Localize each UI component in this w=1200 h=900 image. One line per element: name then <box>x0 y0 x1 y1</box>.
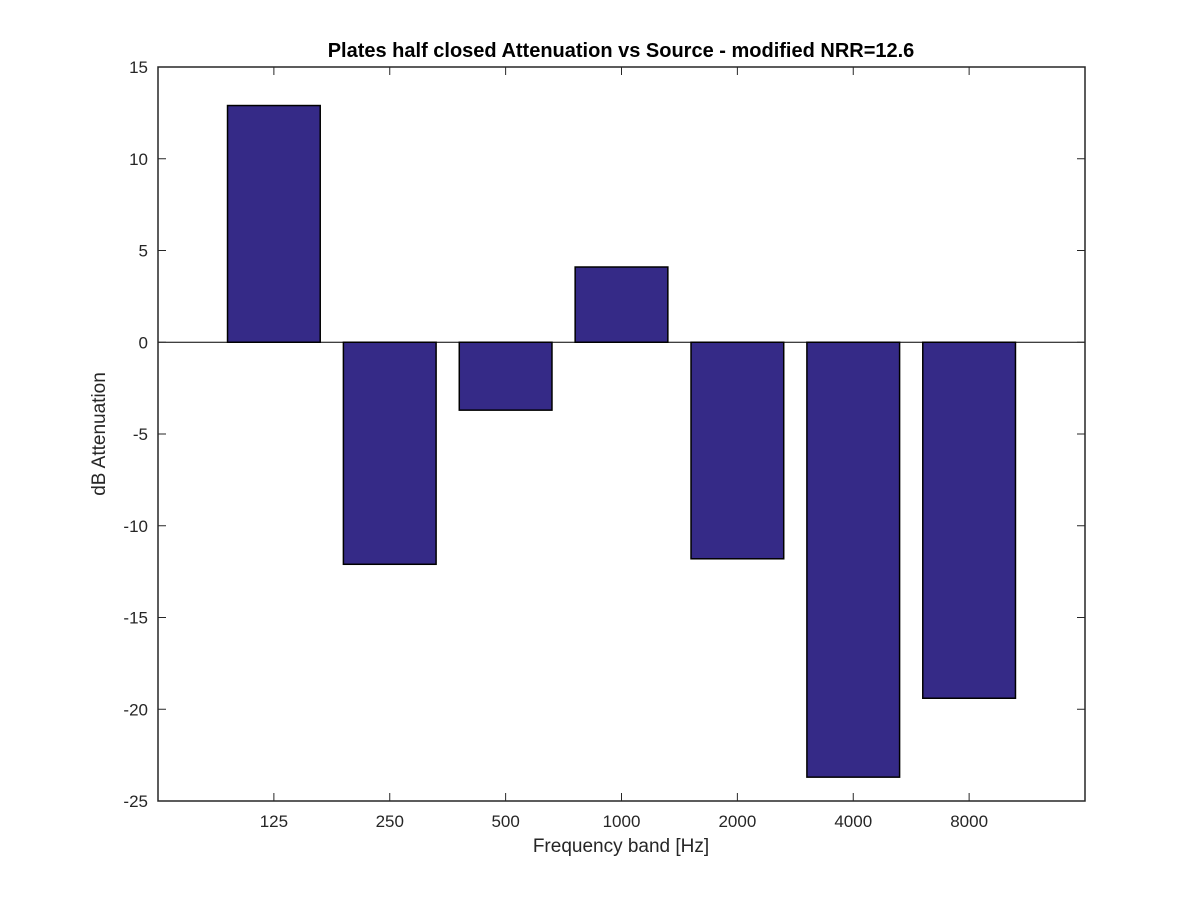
x-tick-label: 250 <box>376 812 404 831</box>
y-tick-label: -10 <box>123 517 148 536</box>
bar-250 <box>342 341 437 566</box>
bars-group <box>226 104 1017 778</box>
bar-8000 <box>922 341 1017 699</box>
y-tick-labels: 15 10 5 0 -5 -10 -15 -20 -25 <box>123 58 148 811</box>
y-tick-label: -5 <box>133 425 148 444</box>
y-tick-label: -25 <box>123 792 148 811</box>
x-axis-label: Frequency band [Hz] <box>533 836 709 857</box>
x-tick-label: 2000 <box>718 812 756 831</box>
x-tick-label: 500 <box>491 812 519 831</box>
x-tick-label: 4000 <box>834 812 872 831</box>
bar-1000 <box>574 266 669 344</box>
y-tick-label: 5 <box>139 242 148 261</box>
bar-2000 <box>690 341 785 560</box>
y-tick-label: -20 <box>123 700 148 719</box>
y-tick-label: 0 <box>139 333 148 352</box>
bar-125 <box>226 104 321 343</box>
y-tick-label: 10 <box>129 150 148 169</box>
y-tick-label: -15 <box>123 609 148 628</box>
y-axis-label: dB Attenuation <box>89 372 110 496</box>
axes-frame <box>157 66 1086 802</box>
chart-title: Plates half closed Attenuation vs Source… <box>328 40 915 62</box>
x-tick-labels: 125 250 500 1000 2000 4000 8000 <box>260 812 988 831</box>
x-tick-label: 1000 <box>603 812 641 831</box>
x-tick-label: 125 <box>260 812 288 831</box>
bar-4000 <box>806 341 901 778</box>
x-tick-label: 8000 <box>950 812 988 831</box>
y-tick-label: 15 <box>129 58 148 77</box>
bar-500 <box>458 341 553 411</box>
